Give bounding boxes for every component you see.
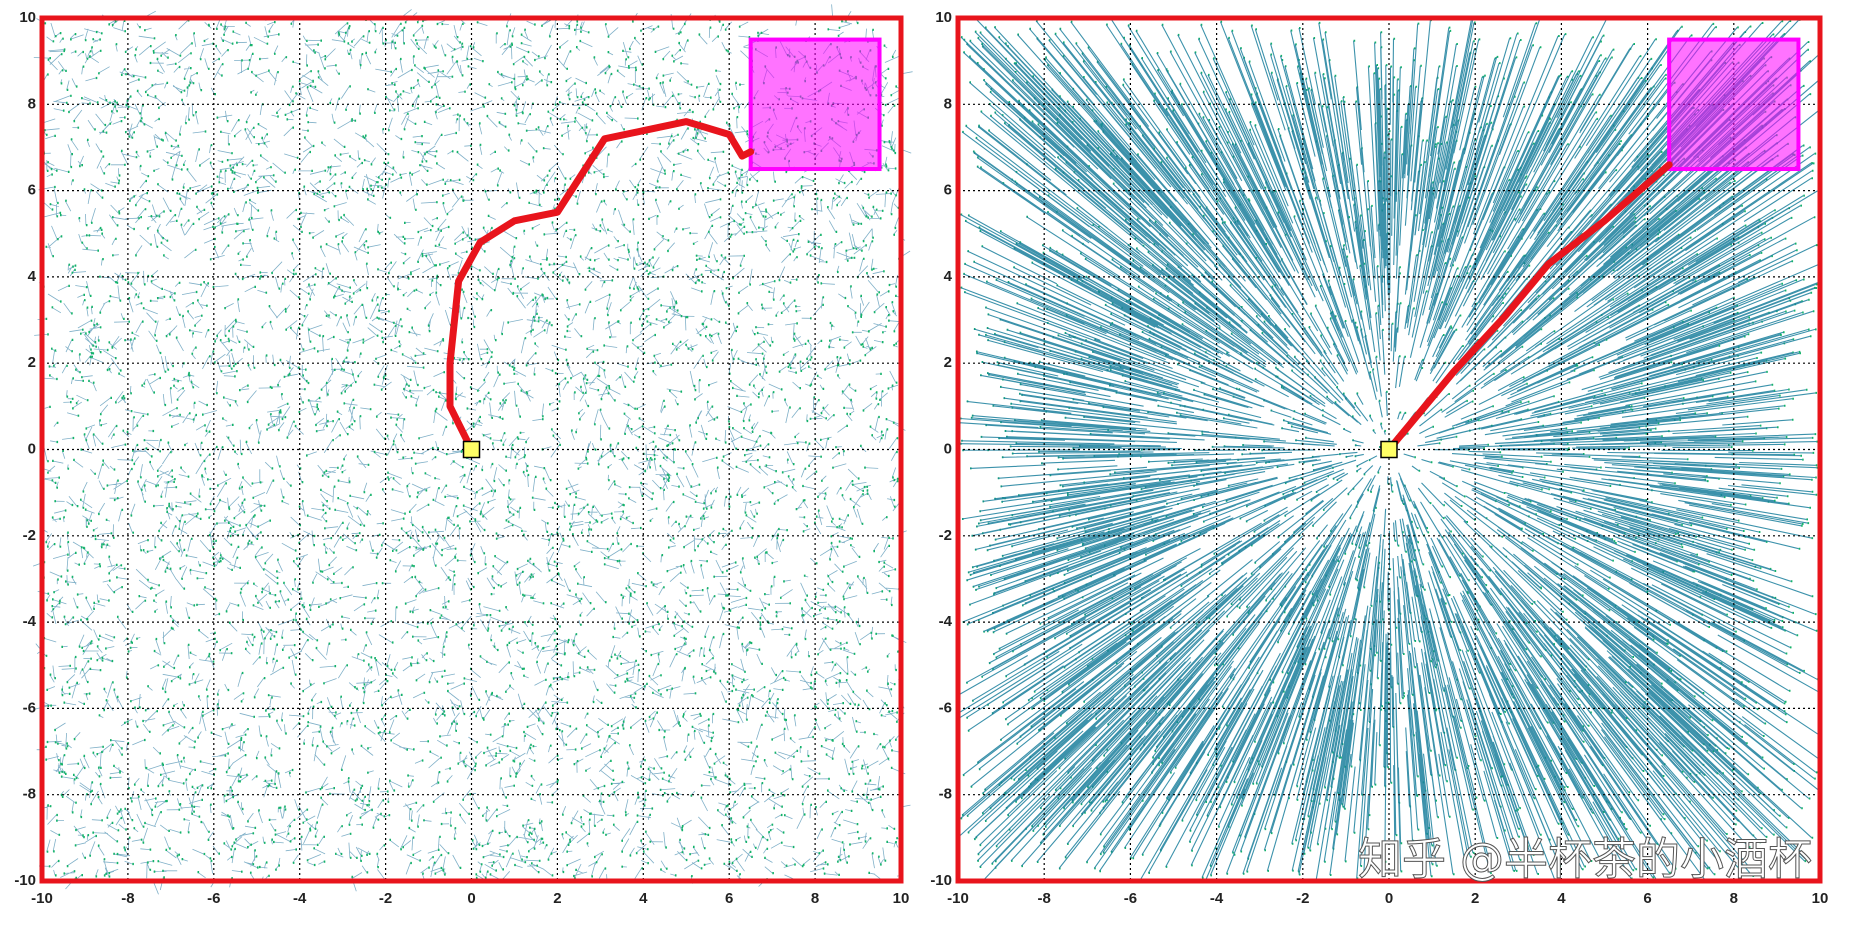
tree-edges xyxy=(958,17,1821,882)
watermark: 知乎 @半杯茶的小酒杯 xyxy=(1358,834,1812,885)
y-tick-label: -2 xyxy=(939,527,952,544)
y-tick-label: -6 xyxy=(23,699,36,716)
y-tick-label: 10 xyxy=(935,9,952,26)
x-tick-label: -2 xyxy=(1296,890,1309,907)
y-tick-label: -8 xyxy=(23,786,36,803)
x-tick-label: -10 xyxy=(31,890,53,907)
x-tick-label: -10 xyxy=(947,890,969,907)
y-tick-label: 6 xyxy=(944,182,952,199)
x-tick-label: -6 xyxy=(207,890,220,907)
x-tick-label: -6 xyxy=(1124,890,1137,907)
x-tick-label: -4 xyxy=(1210,890,1224,907)
start-point xyxy=(462,440,481,459)
y-tick-label: 0 xyxy=(944,440,952,457)
x-tick-label: 6 xyxy=(725,890,733,907)
y-tick-label: 4 xyxy=(28,268,37,285)
y-tick-label: 2 xyxy=(944,354,952,371)
x-tick-label: -4 xyxy=(293,890,307,907)
x-tick-label: 2 xyxy=(1471,890,1479,907)
y-tick-label: 4 xyxy=(944,268,953,285)
plot-frame xyxy=(955,15,1823,884)
path-line xyxy=(1385,161,1673,453)
x-tick-label: -8 xyxy=(1038,890,1051,907)
start-point xyxy=(1380,440,1398,459)
goal-region xyxy=(1667,37,1801,172)
y-tick-label: 8 xyxy=(28,95,36,112)
x-tick-label: 10 xyxy=(1812,890,1829,907)
y-tick-label: -10 xyxy=(930,872,952,889)
x-tick-label: 8 xyxy=(811,890,819,907)
y-tick-label: 8 xyxy=(944,95,952,112)
y-tick-label: -6 xyxy=(939,699,952,716)
x-tick-label: -2 xyxy=(379,890,392,907)
y-tick-label: -10 xyxy=(14,872,36,889)
y-tick-label: -4 xyxy=(23,613,37,630)
y-tick-label: -8 xyxy=(939,786,952,803)
x-tick-label: 6 xyxy=(1643,890,1651,907)
x-tick-label: 0 xyxy=(467,890,475,907)
y-tick-label: -2 xyxy=(23,527,36,544)
x-tick-label: 2 xyxy=(553,890,561,907)
y-tick-label: 6 xyxy=(28,182,36,199)
x-tick-label: 8 xyxy=(1730,890,1738,907)
x-tick-label: 10 xyxy=(893,890,910,907)
x-tick-label: 0 xyxy=(1385,890,1393,907)
x-tick-label: 4 xyxy=(639,890,648,907)
x-tick-label: -8 xyxy=(121,890,134,907)
x-tick-label: 4 xyxy=(1557,890,1566,907)
goal-region xyxy=(748,37,882,172)
y-tick-label: -4 xyxy=(939,613,953,630)
y-tick-label: 2 xyxy=(28,354,36,371)
plot-frame xyxy=(39,15,904,884)
y-tick-label: 10 xyxy=(19,9,36,26)
y-tick-label: 0 xyxy=(28,440,36,457)
path-line xyxy=(446,118,755,453)
